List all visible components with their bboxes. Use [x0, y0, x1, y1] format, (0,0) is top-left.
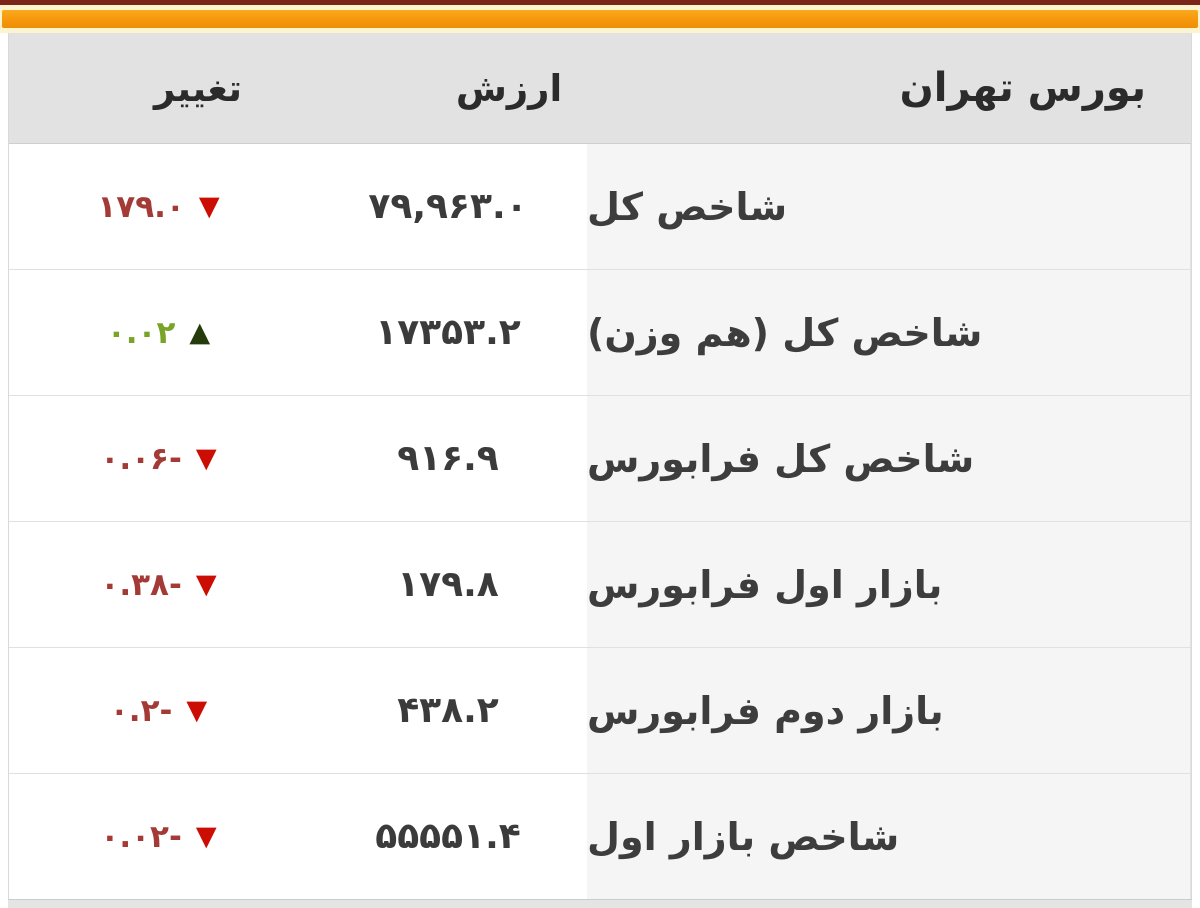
index-name-cell: شاخص کل	[587, 144, 1191, 269]
table-row: ۱۷۹.۰ ▼ ۷۹,۹۶۳.۰ شاخص کل	[9, 144, 1191, 270]
table-row: ۰.۰۶- ▼ ۹۱۶.۹ شاخص کل فرابورس	[9, 396, 1191, 522]
table-row: ۰.۳۸- ▼ ۱۷۹.۸ بازار اول فرابورس	[9, 522, 1191, 648]
header-change: تغییر	[153, 66, 242, 110]
change-value: ۰.۲-	[109, 692, 173, 729]
change-cell: ۰.۰۶- ▼	[9, 396, 309, 521]
table-header-row: تغییر ارزش بورس تهران	[9, 33, 1191, 144]
change-value: ۰.۰۶-	[100, 440, 182, 477]
index-name-cell: شاخص کل (هم وزن)	[587, 270, 1191, 395]
table-row: ۰.۰۲- ▼ ۵۵۵۵۱.۴ شاخص بازار اول	[9, 774, 1191, 899]
trend-down-icon: ▼	[195, 443, 218, 474]
change-value: ۰.۳۸-	[100, 566, 182, 603]
index-name-cell: بازار اول فرابورس	[587, 522, 1191, 647]
value-cell: ۷۹,۹۶۳.۰	[368, 186, 528, 227]
value-cell: ۹۱۶.۹	[397, 438, 499, 479]
change-cell: ۰.۲- ▼	[9, 648, 309, 773]
accent-bar-glow	[0, 5, 1200, 33]
table-row: ۰.۲- ▼ ۴۳۸.۲ بازار دوم فرابورس	[9, 648, 1191, 774]
change-cell: ۰.۰۲ ▲	[9, 270, 309, 395]
change-value: ۰.۰۲-	[100, 818, 182, 855]
change-cell: ۰.۰۲- ▼	[9, 774, 309, 899]
trend-down-icon: ▼	[195, 569, 218, 600]
change-value: ۱۷۹.۰	[97, 188, 185, 225]
change-value: ۰.۰۲	[106, 314, 176, 351]
value-cell: ۵۵۵۵۱.۴	[375, 816, 521, 857]
index-name-cell: بازار دوم فرابورس	[587, 648, 1191, 773]
top-maroon-line	[0, 0, 1200, 5]
trend-down-icon: ▼	[198, 191, 221, 222]
header-value: ارزش	[455, 66, 563, 110]
header-title: بورس تهران	[899, 65, 1146, 111]
value-cell: ۱۷۳۵۳.۲	[375, 312, 521, 353]
trend-up-icon: ▲	[189, 317, 212, 348]
value-cell: ۱۷۹.۸	[397, 564, 499, 605]
trend-down-icon: ▼	[195, 821, 218, 852]
orange-accent-bar	[2, 10, 1198, 28]
index-name-cell: شاخص کل فرابورس	[587, 396, 1191, 521]
table-bottom-edge	[8, 899, 1192, 908]
trend-down-icon: ▼	[186, 695, 209, 726]
value-cell: ۴۳۸.۲	[397, 690, 499, 731]
index-name-cell: شاخص بازار اول	[587, 774, 1191, 899]
change-cell: ۰.۳۸- ▼	[9, 522, 309, 647]
table-row: ۰.۰۲ ▲ ۱۷۳۵۳.۲ شاخص کل (هم وزن)	[9, 270, 1191, 396]
change-cell: ۱۷۹.۰ ▼	[9, 144, 309, 269]
index-table: تغییر ارزش بورس تهران ۱۷۹.۰ ▼ ۷۹,۹۶۳.۰ ش…	[8, 33, 1192, 899]
